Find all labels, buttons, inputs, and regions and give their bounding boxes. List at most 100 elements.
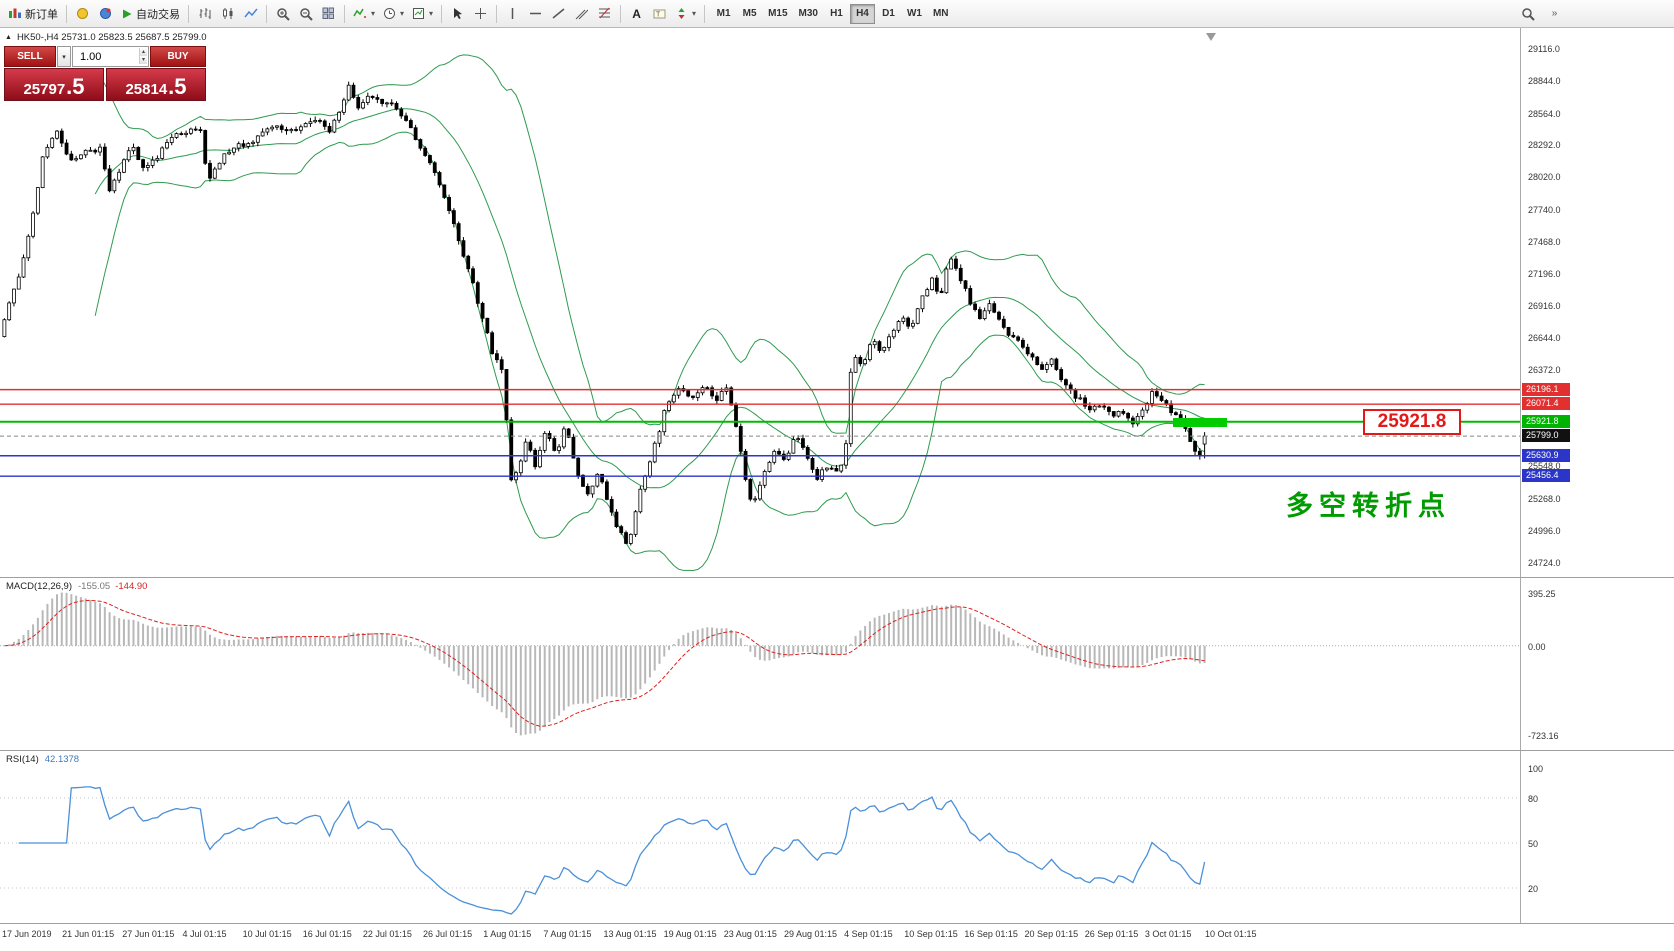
price-scale-tick: 24996.0 (1528, 526, 1561, 537)
timeframe-button-w1[interactable]: W1 (902, 4, 927, 24)
chevron-down-icon: ▾ (400, 9, 405, 18)
timeframe-button-m1[interactable]: M1 (711, 4, 736, 24)
candlestick-chart-button[interactable] (216, 3, 239, 25)
alerts-button[interactable] (94, 3, 117, 25)
tile-windows-icon (322, 7, 334, 19)
macd-indicator-label: MACD(12,26,9) -155.05 -144.90 (6, 581, 147, 592)
macd-main-value: -155.05 (78, 581, 111, 592)
horizontal-line-icon (530, 12, 542, 15)
zoom-in-icon (276, 7, 290, 21)
templates-button[interactable]: ▾ (408, 3, 437, 25)
text-label-button[interactable]: T (648, 3, 671, 25)
chevron-down-icon: ▾ (429, 9, 434, 18)
zoom-out-button[interactable] (294, 3, 317, 25)
time-axis-label: 26 Jul 01:15 (423, 929, 473, 939)
lot-increase-button[interactable]: ▴ (138, 48, 147, 56)
price-annotation-box[interactable]: 25921.8 (1363, 408, 1461, 435)
lot-spinner: ▴ ▾ (138, 48, 147, 64)
search-button[interactable] (1516, 3, 1539, 25)
lot-size-field[interactable]: 1.00 ▴ ▾ (72, 46, 149, 67)
arrows-button[interactable]: ▾ (671, 3, 700, 25)
bar-chart-button[interactable] (193, 3, 216, 25)
price-scale-tick: 28564.0 (1528, 108, 1561, 119)
text-tool-icon: A (632, 6, 641, 21)
rsi-scale-label: 50 (1528, 839, 1539, 849)
time-axis-label: 3 Oct 01:15 (1144, 929, 1192, 939)
sell-button[interactable]: SELL (4, 46, 56, 67)
green-line-highlight[interactable] (1173, 417, 1227, 427)
crosshair-button[interactable] (469, 3, 492, 25)
metaeditor-button[interactable] (71, 3, 94, 25)
macd-scale-label: -723.16 (1528, 731, 1559, 742)
chinese-annotation[interactable]: 多空转折点 (1286, 490, 1451, 522)
price-scale-tick: 24724.0 (1528, 557, 1561, 568)
pane-separator-macd[interactable] (0, 577, 1674, 578)
timeframe-button-m5[interactable]: M5 (737, 4, 762, 24)
pane-separator-rsi[interactable] (0, 750, 1674, 751)
price-scale-tick: 26372.0 (1528, 365, 1561, 376)
cursor-icon (453, 8, 462, 19)
line-chart-button[interactable] (239, 3, 262, 25)
horizontal-line-button[interactable] (524, 3, 547, 25)
metaeditor-icon (77, 8, 88, 19)
autotrading-label: 自动交易 (136, 8, 180, 21)
macd-signal-value: -144.90 (115, 581, 148, 592)
price-tag-green-line: 25921.8 (1522, 414, 1570, 428)
lot-size-value: 1.00 (80, 50, 102, 63)
rsi-pane-canvas[interactable] (0, 786, 1520, 915)
price-scale[interactable]: 29116.0 28844.0 28564.0 28292.0 28020.0 27740… (1520, 28, 1674, 943)
arrows-icon (678, 8, 685, 19)
crosshair-icon (475, 8, 487, 19)
new-order-button[interactable]: 新订单 (4, 3, 62, 25)
fibonacci-button[interactable] (593, 3, 616, 25)
zoom-in-button[interactable] (271, 3, 294, 25)
one-click-trading-panel: SELL ▾ 1.00 ▴ ▾ BUY 25797 .5 25814 .5 (4, 46, 206, 101)
time-axis-label: 21 Jun 01:15 (62, 929, 115, 939)
one-click-prices: 25797 .5 25814 .5 (4, 68, 206, 101)
one-click-controls: SELL ▾ 1.00 ▴ ▾ BUY (4, 46, 206, 67)
time-axis-label: 22 Jul 01:15 (362, 929, 412, 939)
sell-price-panel[interactable]: 25797 .5 (4, 68, 104, 101)
timeframe-button-m30[interactable]: M30 (794, 4, 823, 24)
tile-windows-button[interactable] (317, 3, 340, 25)
lot-options-dropdown[interactable]: ▾ (57, 46, 71, 67)
time-axis[interactable]: 17 Jun 2019 21 Jun 01:15 27 Jun 01:15 4 Jul… (0, 923, 1674, 944)
macd-pane-canvas[interactable] (0, 592, 1520, 736)
toolbar-separator (441, 4, 443, 23)
macd-scale-label: 0.00 (1528, 641, 1546, 652)
bar-chart-icon (199, 8, 210, 19)
channel-icon (575, 9, 589, 20)
new-order-icon (9, 8, 21, 18)
lot-decrease-button[interactable]: ▾ (138, 56, 147, 64)
timeframe-button-mn[interactable]: MN (928, 4, 954, 24)
channel-button[interactable] (570, 3, 593, 25)
vertical-line-button[interactable] (501, 3, 524, 25)
buy-price-frac: .5 (168, 74, 187, 100)
time-axis-label: 4 Jul 01:15 (182, 929, 227, 939)
timeframe-button-d1[interactable]: D1 (876, 4, 901, 24)
chart-title: ▲ HK50-,H4 25731.0 25823.5 25687.5 25799… (5, 32, 207, 43)
buy-price-panel[interactable]: 25814 .5 (106, 68, 206, 101)
trendline-button[interactable] (547, 3, 570, 25)
price-tag-blue-line: 25456.4 (1522, 469, 1570, 483)
autotrading-button[interactable]: 自动交易 (117, 3, 184, 25)
timeframe-button-h1[interactable]: H1 (824, 4, 849, 24)
text-button[interactable]: A (625, 3, 648, 25)
buy-button[interactable]: BUY (150, 46, 206, 67)
vertical-line-icon (511, 8, 514, 19)
price-scale-tick: 29116.0 (1528, 44, 1560, 54)
price-scale-tick: 26644.0 (1528, 333, 1561, 344)
trendline-icon (552, 8, 565, 19)
indicators-button[interactable]: ▾ (349, 3, 379, 25)
timeframe-button-m15[interactable]: M15 (763, 4, 792, 24)
toolbar-options-button[interactable]: » (1543, 3, 1566, 25)
chart-shift-marker[interactable] (1206, 33, 1216, 41)
chevron-down-icon: ▾ (371, 9, 376, 18)
rsi-indicator-label: RSI(14) 42.1378 (6, 754, 79, 765)
cursor-button[interactable] (446, 3, 469, 25)
periods-button[interactable]: ▾ (379, 3, 408, 25)
one-click-collapse-button[interactable]: ▲ (5, 34, 12, 41)
timeframe-button-h4[interactable]: H4 (849, 3, 875, 24)
